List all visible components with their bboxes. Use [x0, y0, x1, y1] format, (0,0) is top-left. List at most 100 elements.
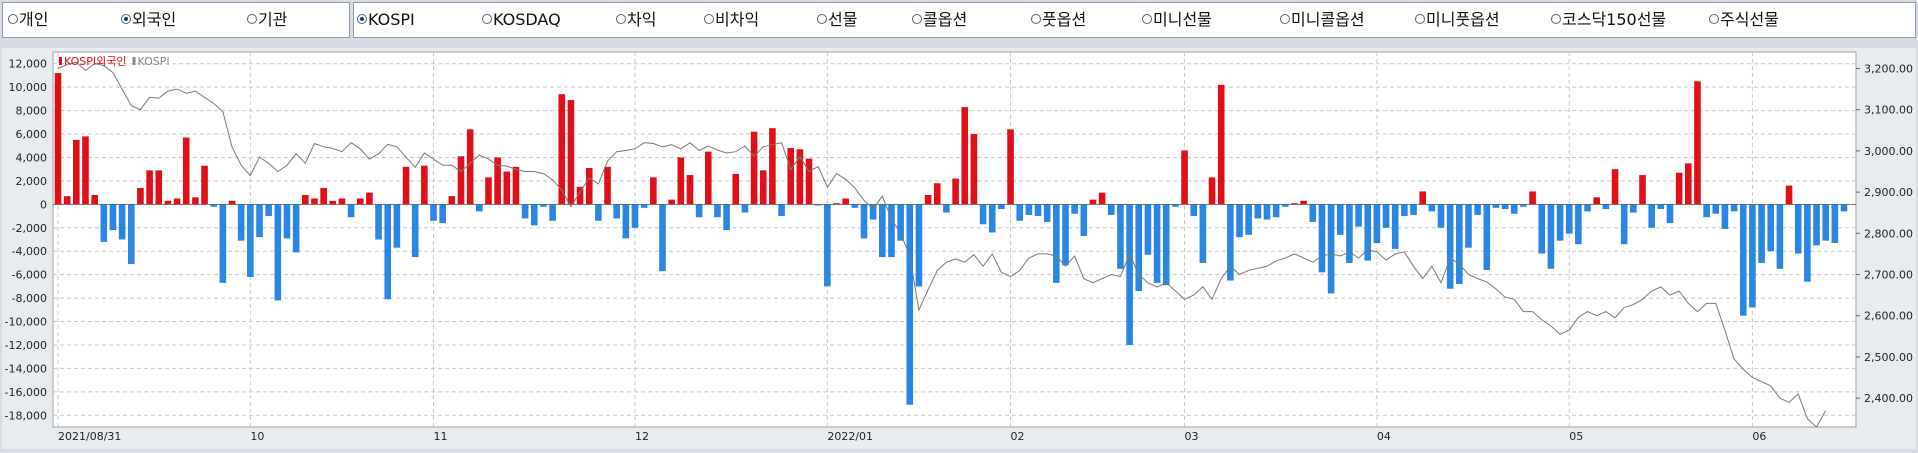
market-option-7[interactable]: 미니선물 [1142, 10, 1212, 30]
market-option-1[interactable]: KOSDAQ [482, 10, 561, 30]
radio-button[interactable] [1551, 14, 1561, 24]
market-option-label: 코스닥150선물 [1562, 10, 1667, 29]
bar-sell [274, 204, 282, 301]
bar-buy [750, 131, 758, 205]
bar-buy [933, 183, 941, 205]
left-y-tick-label: 2,000 [16, 175, 48, 188]
bar-sell [1272, 204, 1280, 218]
bar-sell [265, 204, 272, 217]
bar-buy [677, 157, 685, 205]
bar-sell [851, 204, 859, 208]
right-y-tick-label: 3,000.00 [1864, 145, 1913, 158]
radio-button[interactable] [912, 14, 922, 24]
market-option-3[interactable]: 비차익 [704, 10, 759, 30]
bar-buy [704, 151, 712, 205]
market-option-11[interactable]: 주식선물 [1709, 10, 1779, 30]
bar-sell [540, 204, 547, 207]
bar-buy [164, 200, 172, 205]
bar-sell [631, 204, 639, 228]
bar-sell [1190, 204, 1198, 217]
bar-sell [1062, 204, 1069, 266]
bar-sell [1831, 204, 1839, 244]
market-option-label: 선물 [828, 10, 858, 29]
bar-sell [430, 204, 437, 221]
market-option-label: 주식선물 [1720, 10, 1779, 29]
bar-buy [576, 186, 584, 205]
market-option-10[interactable]: 코스닥150선물 [1551, 10, 1666, 30]
market-option-8[interactable]: 미니콜옵션 [1280, 10, 1365, 30]
bar-sell [1053, 204, 1060, 283]
bar-sell [1547, 204, 1555, 269]
left-y-tick-label: -16,000 [5, 386, 47, 399]
bar-sell [1739, 204, 1747, 316]
bar-buy [1685, 163, 1692, 205]
right-y-tick-label: 2,500.00 [1864, 351, 1913, 364]
bar-sell [1391, 204, 1399, 249]
bar-buy [311, 198, 318, 205]
bar-buy [805, 158, 813, 205]
market-option-4[interactable]: 선물 [817, 10, 857, 30]
investor-option-label: 기관 [258, 10, 288, 29]
legend-label: KOSPI [138, 55, 170, 68]
bar-sell [1107, 204, 1115, 215]
bar-buy [1098, 192, 1106, 205]
market-option-0[interactable]: KOSPI [357, 10, 415, 30]
bar-buy [73, 139, 80, 205]
radio-button[interactable] [247, 14, 257, 24]
bar-buy [356, 198, 364, 205]
bar-sell [1382, 204, 1390, 228]
radio-button[interactable] [482, 14, 492, 24]
radio-button[interactable] [1709, 14, 1719, 24]
radio-button[interactable] [817, 14, 827, 24]
chart-svg: 12,000 10,000 8,000 6,000 4,000 2,000 0 -2,000 -… [5, 51, 1913, 443]
bar-sell [824, 204, 831, 287]
bar-buy [421, 165, 428, 205]
radio-button[interactable] [1280, 14, 1290, 24]
radio-button[interactable] [1031, 14, 1041, 24]
investor-option-0[interactable]: 개인 [8, 10, 48, 30]
market-option-label: 풋옵션 [1042, 10, 1087, 29]
bar-buy [1529, 191, 1536, 205]
x-tick-label: 04 [1377, 430, 1391, 443]
radio-button[interactable] [1415, 14, 1425, 24]
radio-button[interactable] [616, 14, 626, 24]
market-option-5[interactable]: 콜옵션 [912, 10, 967, 30]
bar-sell [256, 204, 263, 238]
market-option-label: 콜옵션 [923, 10, 968, 29]
bar-buy [137, 187, 144, 205]
bar-sell [1401, 204, 1408, 217]
investor-option-label: 외국인 [132, 10, 177, 29]
bar-buy [457, 156, 465, 205]
bar-sell [1584, 204, 1591, 212]
bar-sell [613, 204, 620, 219]
bar-sell [411, 204, 419, 258]
right-y-tick-label: 2,900.00 [1864, 186, 1913, 199]
radio-button[interactable] [704, 14, 714, 24]
bar-buy [182, 137, 190, 205]
bar-sell [595, 204, 602, 221]
left-y-tick-label: -14,000 [5, 362, 47, 375]
market-option-9[interactable]: 미니풋옵션 [1415, 10, 1500, 30]
investor-option-2[interactable]: 기관 [247, 10, 287, 30]
bar-sell [897, 204, 904, 241]
bar-sell [659, 204, 666, 272]
radio-button[interactable] [1142, 14, 1152, 24]
investor-option-1[interactable]: 외국인 [121, 10, 176, 30]
bar-sell [1117, 204, 1124, 269]
bar-buy [91, 194, 98, 205]
market-option-6[interactable]: 풋옵션 [1031, 10, 1086, 30]
radio-button[interactable] [121, 14, 131, 24]
bar-buy [366, 192, 373, 205]
radio-button[interactable] [357, 14, 367, 24]
market-option-2[interactable]: 차익 [616, 10, 656, 30]
right-y-tick-label: 2,400.00 [1864, 392, 1913, 405]
bar-buy [228, 200, 236, 205]
bar-sell [915, 204, 923, 287]
bar-sell [1556, 204, 1564, 241]
bar-sell [1016, 204, 1023, 221]
x-tick-label: 2021/08/31 [58, 430, 121, 443]
radio-button[interactable] [8, 14, 18, 24]
bar-sell [1153, 204, 1161, 283]
bar-sell [1373, 204, 1381, 244]
bar-sell [1510, 204, 1518, 214]
